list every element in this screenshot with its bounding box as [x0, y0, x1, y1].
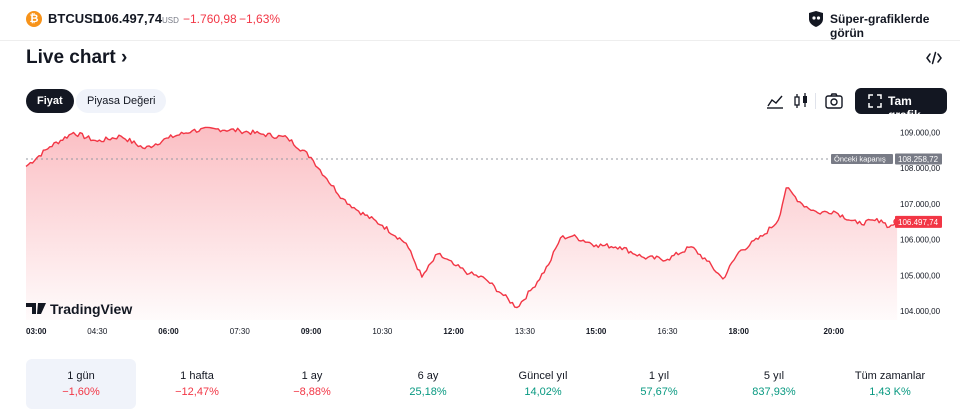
range-label: Güncel yıl: [518, 370, 568, 382]
previous-close-label: Önceki kapanış: [834, 154, 886, 163]
x-axis: 03:00 04:30 06:00 07:30 09:00 10:30 12:00 13:30…: [26, 327, 845, 336]
range-label: 5 yıl: [763, 370, 785, 382]
y-tick-label: 109.000,00: [900, 129, 941, 138]
fullscreen-chart-button[interactable]: Tam grafik: [855, 88, 947, 122]
x-tick-label: 12:00: [443, 327, 464, 336]
y-tick-label: 108.000,00: [900, 164, 941, 173]
supercharts-icon[interactable]: [808, 10, 824, 28]
range-label: Tüm zamanlar: [854, 370, 926, 382]
range-label: 1 gün: [67, 370, 95, 382]
tab-market-cap[interactable]: Piyasa Değeri: [76, 89, 167, 113]
x-tick-label: 16:30: [657, 327, 678, 336]
range-6m[interactable]: 6 ay 25,18%: [373, 359, 483, 409]
range-5y[interactable]: 5 yıl 837,93%: [719, 359, 829, 409]
period-performance-bar: 1 gün −1,60% 1 hafta −12,47% 1 ay −8,88%…: [26, 359, 948, 409]
range-value: −1,60%: [62, 386, 100, 398]
range-ytd[interactable]: Güncel yıl 14,02%: [488, 359, 598, 409]
y-tick-label: 105.000,00: [900, 271, 941, 280]
y-tick-label: 107.000,00: [900, 200, 941, 209]
price-currency: USD: [162, 16, 179, 25]
price-area-fill: [26, 127, 898, 321]
tradingview-logo[interactable]: TradingView: [26, 301, 132, 317]
range-value: −12,47%: [175, 386, 219, 398]
y-axis: 109.000,00 108.000,00 107.000,00 106.000,00…: [900, 129, 941, 317]
x-tick-label: 04:30: [87, 327, 108, 336]
tab-price[interactable]: Fiyat: [26, 89, 74, 113]
last-price-axis-label: 106.497,74: [898, 218, 939, 227]
x-tick-label: 06:00: [158, 327, 179, 336]
range-1d[interactable]: 1 gün −1,60%: [26, 359, 136, 409]
x-tick-label: 03:00: [26, 327, 47, 336]
camera-icon[interactable]: [823, 91, 845, 111]
previous-close-marker: Önceki kapanış 108.258,72: [831, 153, 942, 165]
candles-icon[interactable]: [790, 91, 812, 111]
symbol-name[interactable]: BTCUSD: [48, 11, 103, 26]
price-chart[interactable]: 109.000,00 108.000,00 107.000,00 106.000,00…: [0, 120, 960, 345]
range-1y[interactable]: 1 yıl 57,67%: [604, 359, 714, 409]
page-title-text[interactable]: Live chart: [26, 47, 116, 68]
fullscreen-icon: [868, 94, 882, 108]
range-label: 1 hafta: [180, 370, 214, 382]
x-tick-label: 07:30: [230, 327, 251, 336]
chevron-right-icon[interactable]: ›: [121, 47, 128, 68]
y-tick-label: 106.000,00: [900, 236, 941, 245]
toolbar-divider: [815, 93, 816, 109]
embed-code-icon[interactable]: [926, 51, 942, 65]
area-chart-icon[interactable]: [764, 91, 786, 111]
bitcoin-icon: ₿: [26, 11, 42, 27]
range-value: 837,93%: [752, 386, 796, 398]
tradingview-logo-text: TradingView: [50, 301, 132, 317]
price-change: −1.760,98: [183, 12, 237, 26]
supercharts-link[interactable]: Süper-grafiklerde görün: [830, 12, 930, 40]
x-tick-label: 15:00: [586, 327, 607, 336]
range-label: 1 ay: [301, 370, 323, 382]
range-value: −8,88%: [293, 386, 331, 398]
tradingview-logo-icon: [26, 303, 46, 314]
x-tick-label: 18:00: [728, 327, 749, 336]
range-label: 1 yıl: [648, 370, 670, 382]
range-value: 57,67%: [640, 386, 678, 398]
range-value: 25,18%: [409, 386, 447, 398]
x-tick-label: 09:00: [301, 327, 322, 336]
range-label: 6 ay: [417, 370, 439, 382]
range-1m[interactable]: 1 ay −8,88%: [257, 359, 367, 409]
last-price-tag: [895, 215, 942, 228]
price-line: [25, 126, 898, 309]
range-value: 1,43 K%: [869, 386, 911, 398]
x-tick-label: 10:30: [372, 327, 393, 336]
range-all[interactable]: Tüm zamanlar 1,43 K%: [835, 359, 945, 409]
range-1w[interactable]: 1 hafta −12,47%: [142, 359, 252, 409]
range-value: 14,02%: [524, 386, 562, 398]
last-price: 106.497,74: [97, 11, 163, 26]
price-change-percent: −1,63%: [239, 12, 281, 26]
previous-close-value: 108.258,72: [898, 155, 939, 164]
x-tick-label: 20:00: [823, 327, 844, 336]
page-title[interactable]: Live chart ›: [26, 47, 127, 69]
x-tick-label: 13:30: [515, 327, 536, 336]
y-tick-label: 104.000,00: [900, 307, 941, 316]
symbol-header: ₿ BTCUSD 106.497,74 USD −1.760,98 −1,63%…: [0, 0, 960, 41]
fullscreen-label: Tam grafik: [888, 94, 921, 122]
